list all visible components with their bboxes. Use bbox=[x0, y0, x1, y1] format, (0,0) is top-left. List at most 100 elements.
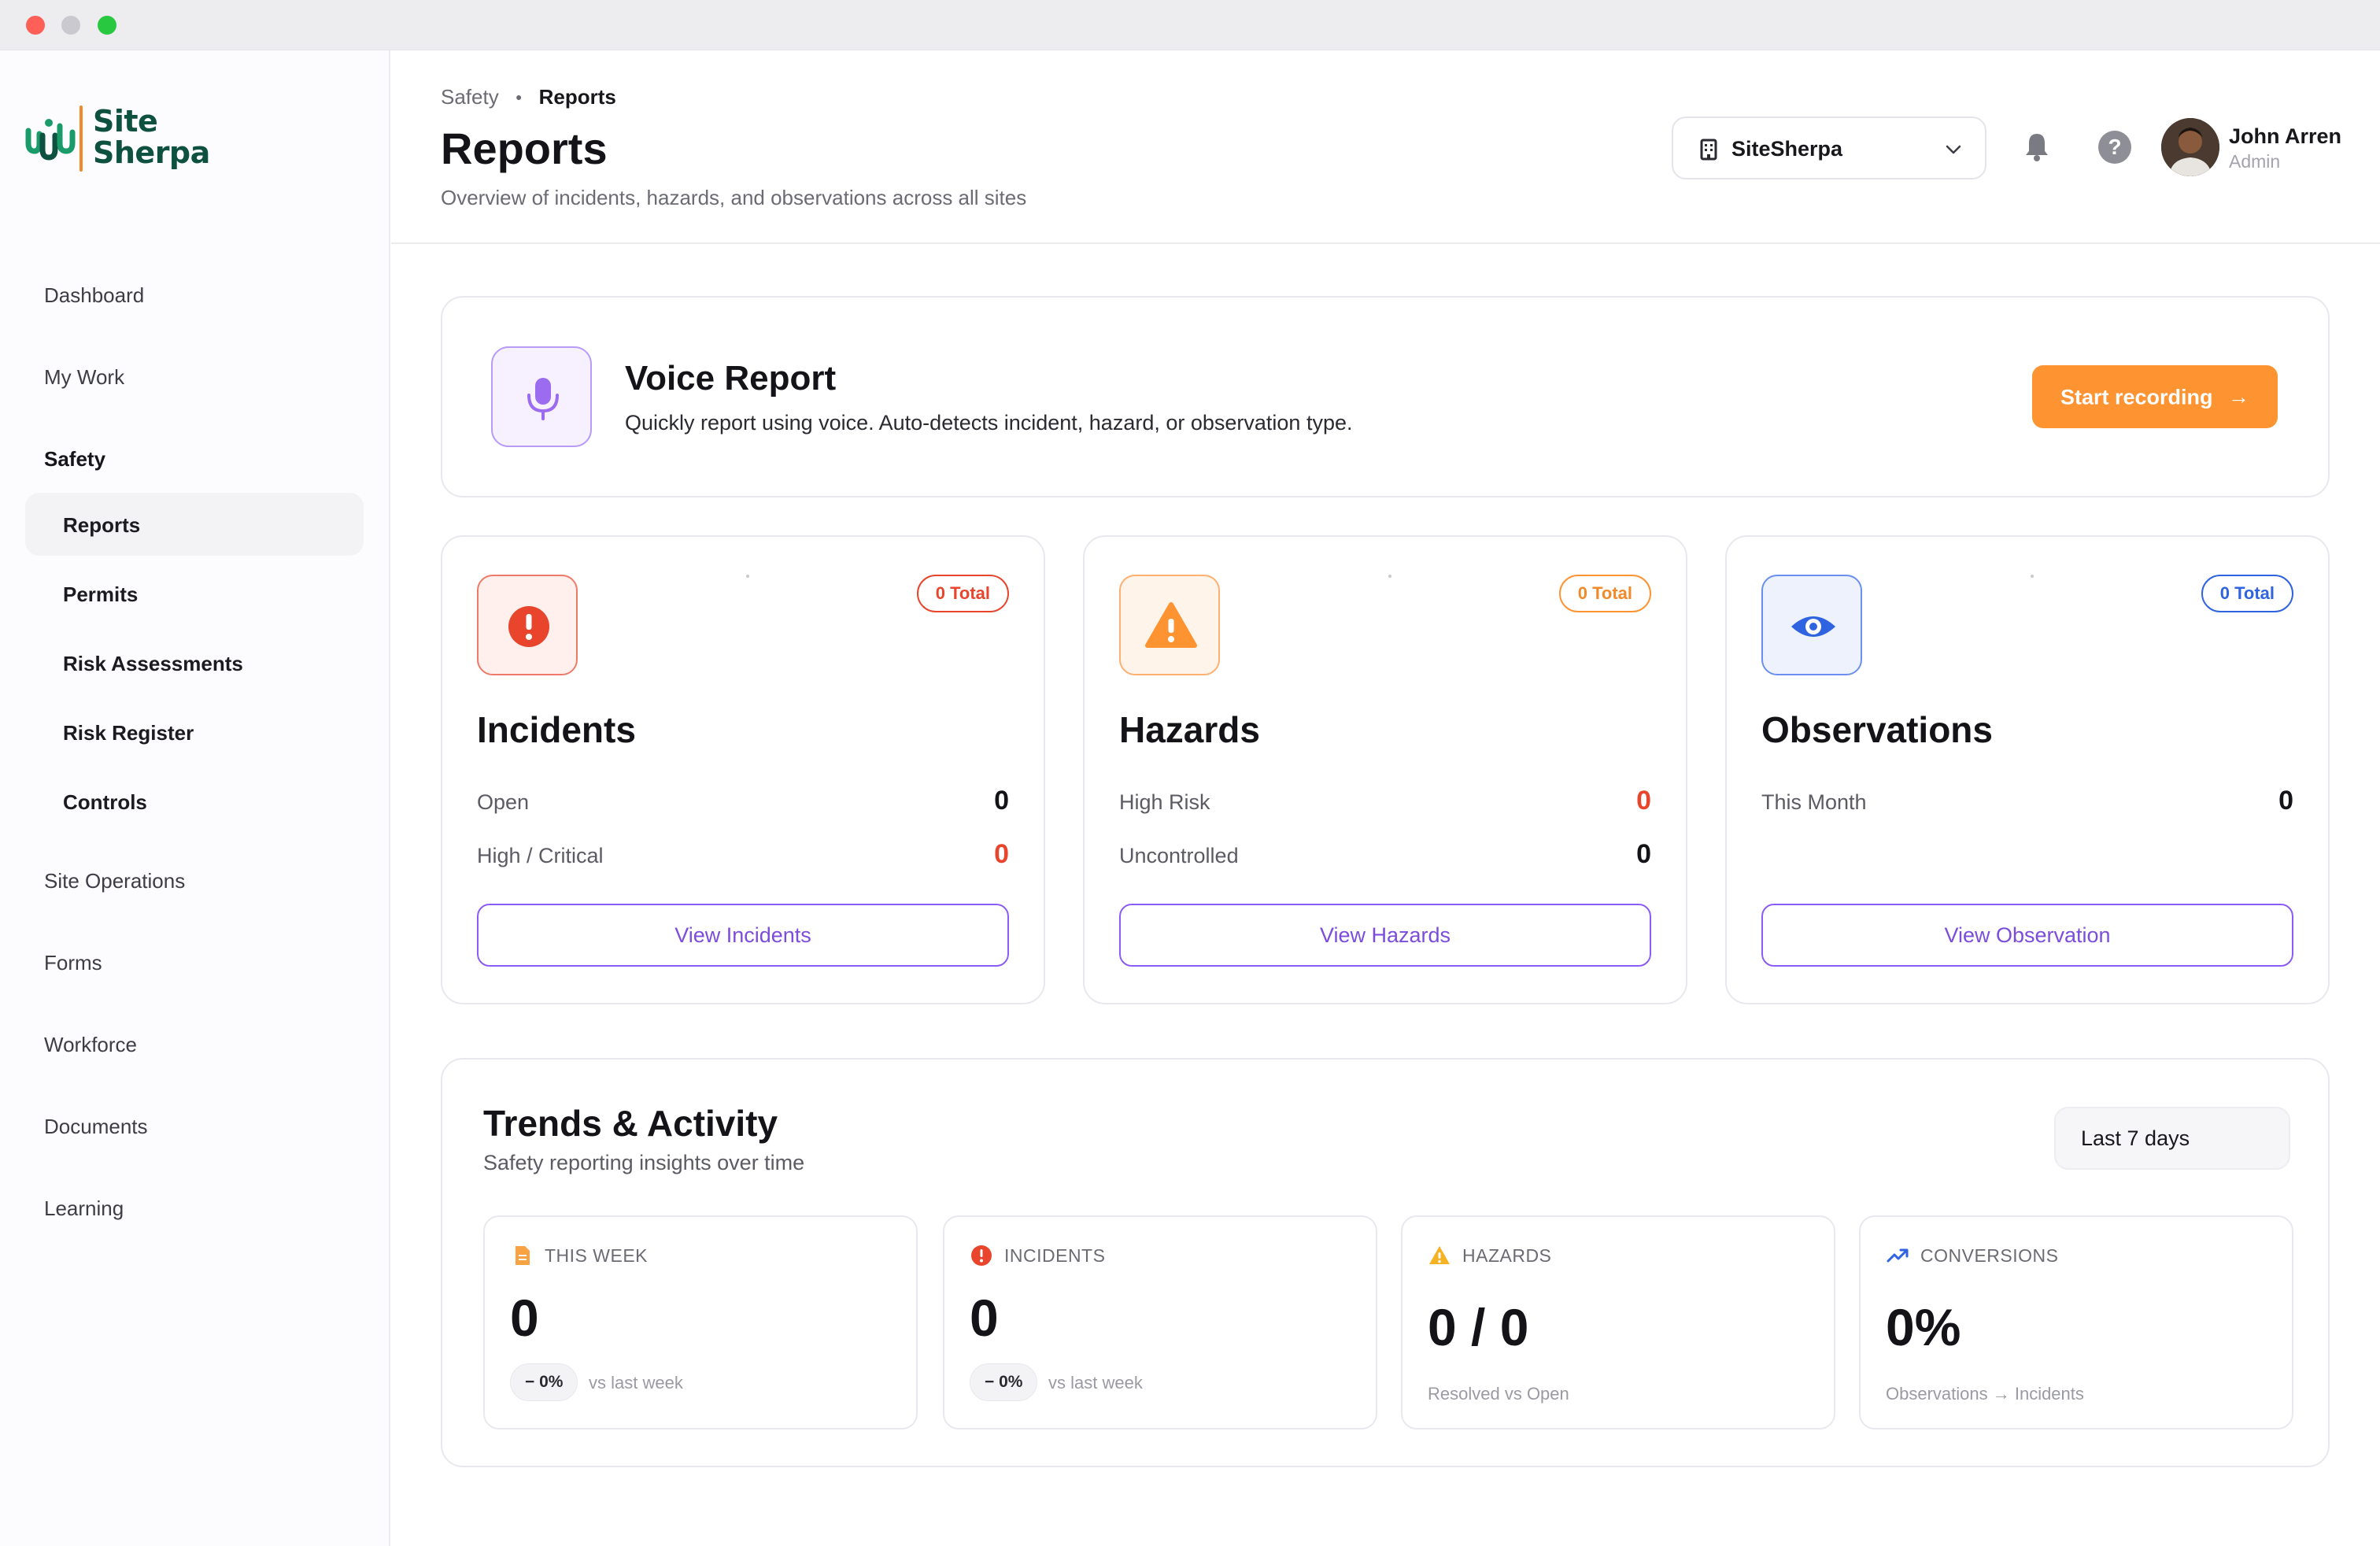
metric-this-week-label: THIS WEEK bbox=[545, 1245, 649, 1266]
nav-documents[interactable]: Documents bbox=[44, 1115, 148, 1138]
bell-icon[interactable] bbox=[2023, 131, 2051, 162]
user-role: Admin bbox=[2229, 151, 2281, 172]
nav-safety-permits[interactable]: Permits bbox=[63, 583, 139, 606]
metric-this-week-change: − 0% bbox=[510, 1363, 578, 1401]
logo-icon bbox=[25, 119, 76, 161]
trending-up-icon bbox=[1887, 1248, 1909, 1263]
hazards-total-badge: 0 Total bbox=[1558, 575, 1651, 612]
voice-report-description: Quickly report using voice. Auto-detects… bbox=[625, 411, 1353, 435]
incidents-total-badge: 0 Total bbox=[916, 575, 1009, 612]
avatar[interactable] bbox=[2161, 118, 2219, 176]
breadcrumb-safety[interactable]: Safety bbox=[441, 85, 499, 109]
card-decoration bbox=[2031, 575, 2034, 578]
incidents-icon-box bbox=[477, 575, 578, 675]
nav-learning[interactable]: Learning bbox=[44, 1196, 124, 1220]
metric-incidents-value: 0 bbox=[970, 1289, 999, 1347]
observations-icon-box bbox=[1761, 575, 1862, 675]
observations-title: Observations bbox=[1761, 709, 1993, 750]
chevron-down-icon bbox=[1946, 145, 1961, 154]
building-icon bbox=[1700, 139, 1717, 161]
hazards-uncontrolled-label: Uncontrolled bbox=[1119, 844, 1239, 867]
nav-my-work[interactable]: My Work bbox=[44, 365, 125, 389]
trends-activity-card: Trends & Activity Safety reporting insig… bbox=[441, 1058, 2330, 1467]
hazards-high-risk-label: High Risk bbox=[1119, 790, 1210, 814]
document-icon bbox=[516, 1246, 530, 1265]
nav-active-highlight bbox=[25, 493, 364, 556]
incidents-open-label: Open bbox=[477, 790, 530, 814]
incidents-title: Incidents bbox=[477, 709, 636, 750]
close-window-button[interactable] bbox=[26, 16, 45, 35]
incidents-critical-value: 0 bbox=[994, 839, 1009, 869]
nav-safety-reports[interactable]: Reports bbox=[63, 513, 141, 537]
nav-site-operations[interactable]: Site Operations bbox=[44, 869, 186, 893]
observations-month-label: This Month bbox=[1761, 790, 1867, 814]
view-incidents-button[interactable]: View Incidents bbox=[477, 904, 1009, 967]
logo-text: Site Sherpa bbox=[93, 104, 210, 170]
breadcrumb-separator-icon: ● bbox=[515, 91, 523, 103]
help-icon[interactable]: ? bbox=[2098, 131, 2131, 164]
metric-incidents: INCIDENTS 0 − 0% vs last week bbox=[943, 1215, 1377, 1429]
breadcrumb: Safety ● Reports bbox=[441, 85, 616, 109]
site-sherpa-logo[interactable]: Site Sherpa bbox=[24, 105, 210, 172]
metric-hazards-value: 0 / 0 bbox=[1428, 1298, 1529, 1356]
hazards-high-risk-value: 0 bbox=[1636, 786, 1651, 816]
start-recording-button[interactable]: Start recording → bbox=[2032, 365, 2278, 428]
user-name: John Arren bbox=[2229, 124, 2342, 148]
observations-card: 0 Total Observations This Month 0 View O… bbox=[1725, 535, 2330, 1004]
user-photo-icon bbox=[2161, 118, 2219, 176]
nav-safety[interactable]: Safety bbox=[44, 447, 106, 471]
header-divider bbox=[391, 242, 2380, 244]
metric-conversions-value: 0% bbox=[1886, 1298, 1961, 1356]
metric-hazards-note: Resolved vs Open bbox=[1428, 1384, 1569, 1404]
page-title: Reports bbox=[441, 124, 608, 173]
hazards-uncontrolled-value: 0 bbox=[1636, 839, 1651, 869]
nav-safety-risk-assessments[interactable]: Risk Assessments bbox=[63, 652, 243, 675]
sidebar: Site Sherpa Dashboard My Work Safety Rep… bbox=[0, 50, 390, 1546]
metric-this-week-value: 0 bbox=[510, 1289, 539, 1347]
hazards-title: Hazards bbox=[1119, 709, 1260, 750]
window-titlebar bbox=[0, 0, 2380, 50]
minimize-window-button[interactable] bbox=[61, 16, 80, 35]
nav-safety-risk-register[interactable]: Risk Register bbox=[63, 721, 194, 745]
metric-incidents-label: INCIDENTS bbox=[1004, 1245, 1106, 1266]
nav-dashboard[interactable]: Dashboard bbox=[44, 283, 145, 307]
metric-incidents-change: − 0% bbox=[970, 1363, 1038, 1401]
metric-this-week-note: vs last week bbox=[589, 1373, 683, 1393]
voice-report-card: Voice Report Quickly report using voice.… bbox=[441, 296, 2330, 497]
trends-subtitle: Safety reporting insights over time bbox=[483, 1151, 805, 1174]
breadcrumb-reports: Reports bbox=[538, 85, 616, 109]
start-recording-label: Start recording bbox=[2060, 385, 2213, 409]
incidents-critical-label: High / Critical bbox=[477, 844, 604, 867]
card-decoration bbox=[746, 575, 749, 578]
metric-this-week: THIS WEEK 0 − 0% vs last week bbox=[483, 1215, 918, 1429]
site-selector-label: SiteSherpa bbox=[1731, 137, 1843, 161]
voice-report-title: Voice Report bbox=[625, 359, 837, 398]
arrow-right-icon: → bbox=[2228, 385, 2250, 409]
nav-forms[interactable]: Forms bbox=[44, 951, 102, 975]
voice-icon-box bbox=[491, 346, 592, 447]
metric-conversions-note: Observations → Incidents bbox=[1886, 1384, 2084, 1404]
page-subtitle: Overview of incidents, hazards, and obse… bbox=[441, 186, 1027, 209]
hazards-card: 0 Total Hazards High Risk 0 Uncontrolled… bbox=[1083, 535, 1687, 1004]
metric-hazards-label: HAZARDS bbox=[1462, 1245, 1552, 1266]
nav-workforce[interactable]: Workforce bbox=[44, 1033, 137, 1056]
warning-triangle-icon bbox=[1145, 602, 1197, 648]
view-observation-button[interactable]: View Observation bbox=[1761, 904, 2293, 967]
observations-total-badge: 0 Total bbox=[2201, 575, 2293, 612]
nav-safety-controls[interactable]: Controls bbox=[63, 790, 147, 814]
metric-conversions: CONVERSIONS 0% Observations → Incidents bbox=[1859, 1215, 2293, 1429]
maximize-window-button[interactable] bbox=[98, 16, 116, 35]
metric-incidents-note: vs last week bbox=[1048, 1373, 1143, 1393]
hazards-icon-box bbox=[1119, 575, 1220, 675]
alert-circle-icon bbox=[508, 606, 549, 647]
eye-icon bbox=[1791, 616, 1835, 637]
date-range-selector[interactable]: Last 7 days bbox=[2054, 1107, 2290, 1170]
metric-hazards: HAZARDS 0 / 0 Resolved vs Open bbox=[1401, 1215, 1835, 1429]
observations-month-value: 0 bbox=[2278, 786, 2293, 816]
site-selector[interactable]: SiteSherpa bbox=[1672, 117, 1986, 179]
alert-circle-icon bbox=[971, 1245, 992, 1266]
warning-triangle-icon bbox=[1429, 1246, 1450, 1264]
metric-conversions-label: CONVERSIONS bbox=[1920, 1245, 2059, 1266]
incidents-open-value: 0 bbox=[994, 786, 1009, 816]
view-hazards-button[interactable]: View Hazards bbox=[1119, 904, 1651, 967]
